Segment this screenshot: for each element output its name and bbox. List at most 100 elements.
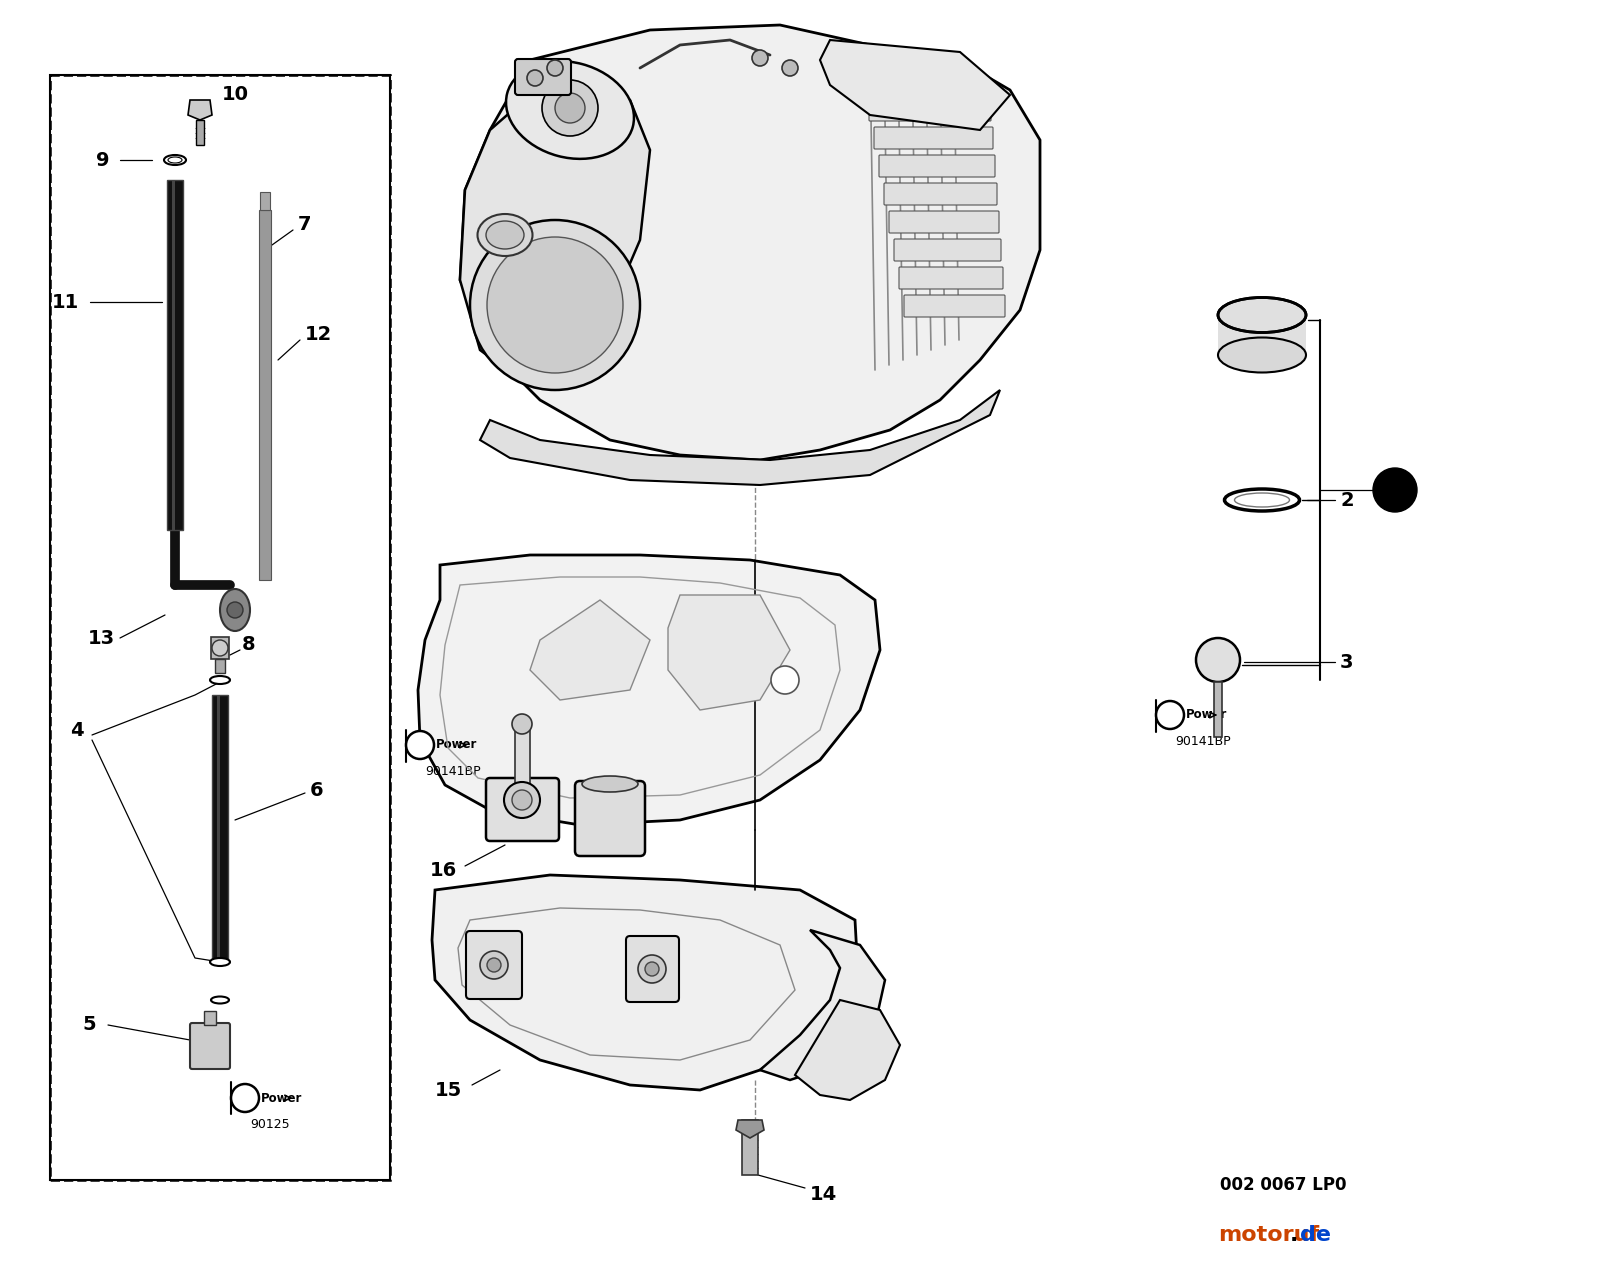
Circle shape xyxy=(638,955,666,983)
FancyBboxPatch shape xyxy=(890,210,998,234)
Bar xyxy=(211,695,229,960)
Ellipse shape xyxy=(486,221,525,249)
FancyBboxPatch shape xyxy=(904,295,1005,317)
Ellipse shape xyxy=(1218,337,1306,372)
Text: 3: 3 xyxy=(1341,653,1354,671)
Polygon shape xyxy=(669,595,790,709)
Bar xyxy=(173,180,174,530)
Text: Re: Re xyxy=(413,740,427,751)
Circle shape xyxy=(782,60,798,76)
Text: 9: 9 xyxy=(96,150,109,169)
Text: 4: 4 xyxy=(70,721,83,739)
FancyBboxPatch shape xyxy=(869,99,990,121)
Text: 7: 7 xyxy=(298,216,312,235)
Bar xyxy=(50,74,390,1180)
Circle shape xyxy=(470,219,640,390)
Bar xyxy=(259,210,270,580)
Text: 002 0067 LP0: 002 0067 LP0 xyxy=(1221,1177,1347,1194)
Circle shape xyxy=(406,731,434,760)
Text: Power: Power xyxy=(435,739,477,752)
Polygon shape xyxy=(432,875,858,1091)
Text: 6: 6 xyxy=(310,780,323,799)
FancyBboxPatch shape xyxy=(878,155,995,177)
Polygon shape xyxy=(760,930,885,1080)
Text: Power: Power xyxy=(261,1092,302,1105)
Polygon shape xyxy=(795,999,899,1100)
Text: 90141BP: 90141BP xyxy=(1174,735,1230,748)
Text: de: de xyxy=(1299,1225,1331,1245)
Circle shape xyxy=(1197,638,1240,683)
Circle shape xyxy=(480,951,509,979)
Circle shape xyxy=(1373,468,1418,512)
Circle shape xyxy=(504,783,541,819)
FancyBboxPatch shape xyxy=(874,127,994,149)
Polygon shape xyxy=(461,80,650,380)
FancyBboxPatch shape xyxy=(883,183,997,205)
Text: Re: Re xyxy=(238,1093,253,1103)
Bar xyxy=(211,636,229,659)
Circle shape xyxy=(752,50,768,65)
Bar xyxy=(218,695,221,960)
Bar xyxy=(195,121,205,145)
Circle shape xyxy=(771,666,798,694)
Text: 8: 8 xyxy=(242,635,256,654)
Polygon shape xyxy=(461,24,1040,461)
Circle shape xyxy=(645,962,659,976)
Circle shape xyxy=(486,958,501,973)
Polygon shape xyxy=(736,1120,765,1138)
Polygon shape xyxy=(418,556,880,825)
Circle shape xyxy=(555,92,586,123)
Ellipse shape xyxy=(211,997,229,1003)
Circle shape xyxy=(512,715,531,734)
Text: .: . xyxy=(1290,1225,1298,1245)
Circle shape xyxy=(1155,701,1184,729)
Ellipse shape xyxy=(582,776,638,792)
FancyBboxPatch shape xyxy=(899,267,1003,289)
FancyBboxPatch shape xyxy=(574,781,645,856)
Circle shape xyxy=(542,80,598,136)
Text: 12: 12 xyxy=(306,326,333,345)
Text: 10: 10 xyxy=(222,86,250,104)
Circle shape xyxy=(486,237,622,373)
Ellipse shape xyxy=(477,214,533,257)
FancyBboxPatch shape xyxy=(486,777,558,840)
Bar xyxy=(1218,316,1306,355)
Circle shape xyxy=(230,1084,259,1112)
Bar xyxy=(214,659,226,674)
FancyBboxPatch shape xyxy=(894,239,1002,260)
Circle shape xyxy=(526,71,542,86)
Polygon shape xyxy=(480,390,1000,485)
Bar xyxy=(50,74,390,1180)
Ellipse shape xyxy=(1218,298,1306,332)
Text: 15: 15 xyxy=(435,1080,462,1100)
Text: 11: 11 xyxy=(51,293,80,312)
Bar xyxy=(205,1011,216,1025)
Ellipse shape xyxy=(210,958,230,966)
Ellipse shape xyxy=(221,589,250,631)
Ellipse shape xyxy=(210,676,230,684)
Polygon shape xyxy=(819,40,1010,130)
FancyBboxPatch shape xyxy=(626,937,678,1002)
Text: Re: Re xyxy=(1163,709,1178,720)
FancyBboxPatch shape xyxy=(515,59,571,95)
Bar xyxy=(515,725,530,785)
FancyBboxPatch shape xyxy=(466,931,522,999)
Circle shape xyxy=(547,60,563,76)
Polygon shape xyxy=(530,600,650,701)
Ellipse shape xyxy=(165,155,186,166)
Bar xyxy=(166,180,182,530)
Circle shape xyxy=(512,790,531,810)
Text: 2: 2 xyxy=(1341,490,1354,509)
Text: 90125: 90125 xyxy=(250,1117,290,1132)
Bar xyxy=(259,192,270,210)
FancyBboxPatch shape xyxy=(190,1023,230,1069)
Text: 90141BP: 90141BP xyxy=(426,765,480,777)
Bar xyxy=(742,1120,758,1175)
Circle shape xyxy=(227,602,243,618)
Ellipse shape xyxy=(168,157,182,163)
Text: Power: Power xyxy=(1186,708,1227,721)
Text: 1: 1 xyxy=(1390,482,1400,498)
Text: 16: 16 xyxy=(430,861,458,880)
Text: 5: 5 xyxy=(82,1016,96,1034)
Ellipse shape xyxy=(506,62,634,159)
